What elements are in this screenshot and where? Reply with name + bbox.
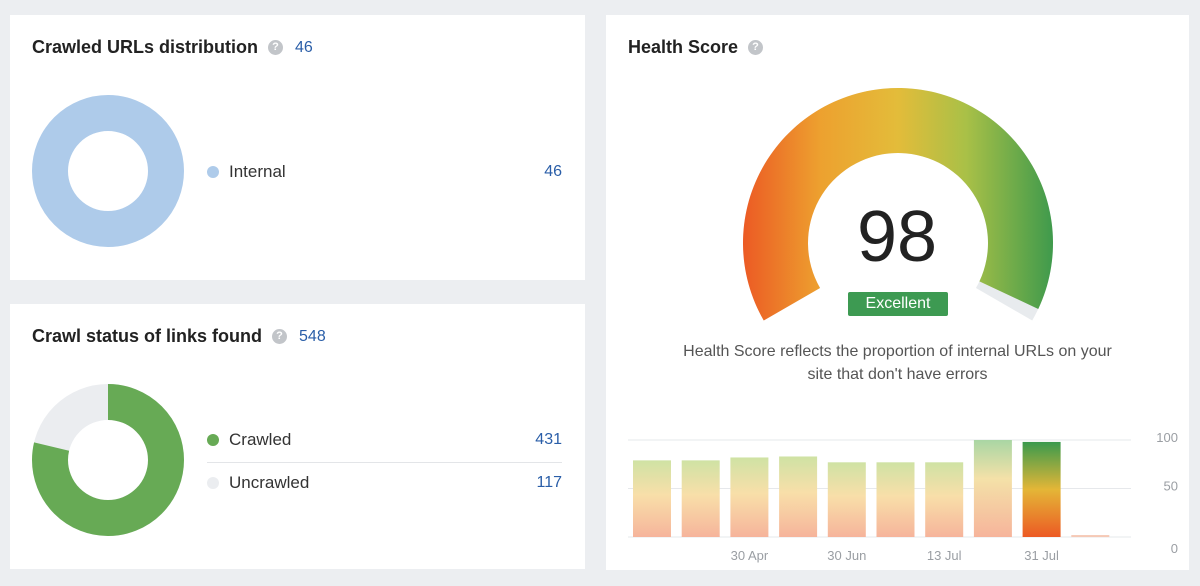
question-circle-icon[interactable]: ?: [272, 329, 288, 344]
chart-bar[interactable]: [973, 440, 1012, 537]
chart-bar[interactable]: [730, 457, 769, 537]
legend-value-uncrawled[interactable]: 117: [536, 474, 562, 491]
gauge-fill: [743, 87, 1053, 321]
chart-bar[interactable]: [1022, 441, 1061, 537]
chart-bar[interactable]: [1071, 535, 1110, 538]
crawl-status-title: Crawl status of links found: [32, 326, 263, 346]
x-tick-label: 31 Jul: [1024, 548, 1059, 563]
crawl-status-donut-chart: [32, 384, 184, 536]
crawled-urls-card: Crawled URLs distribution ? 46 Internal …: [10, 15, 585, 280]
x-tick-label: 30 Jun: [827, 548, 866, 563]
question-circle-icon[interactable]: ?: [748, 40, 764, 55]
crawled-urls-title: Crawled URLs distribution: [32, 37, 259, 57]
health-description-line-1: Health Score reflects the proportion of …: [683, 343, 1112, 360]
health-score-badge: Excellent: [848, 292, 948, 316]
legend-value-crawled[interactable]: 431: [535, 431, 562, 448]
legend-label-uncrawled: Uncrawled: [229, 473, 310, 492]
y-tick-label: 0: [1171, 541, 1178, 556]
health-score-header: Health Score ?: [628, 37, 764, 58]
legend-dot-crawled: [207, 434, 219, 446]
legend-value-internal[interactable]: 46: [544, 163, 562, 180]
x-tick-label: 30 Apr: [731, 548, 769, 563]
chart-y-axis: 100 50 0: [1156, 430, 1178, 556]
chart-bar[interactable]: [681, 460, 720, 537]
legend-row-uncrawled[interactable]: Uncrawled 117: [207, 464, 562, 502]
question-circle-icon[interactable]: ?: [268, 40, 284, 55]
crawl-status-card: Crawl status of links found ? 548 Crawle…: [10, 304, 585, 569]
legend-row-internal[interactable]: Internal 46: [207, 153, 562, 191]
chart-bars: [633, 440, 1110, 538]
chart-bar[interactable]: [876, 462, 915, 537]
crawl-status-total[interactable]: 548: [299, 327, 326, 345]
y-tick-label: 100: [1156, 430, 1178, 445]
crawled-donut-segment[interactable]: [32, 384, 184, 536]
health-score-description: Health Score reflects the proportion of …: [646, 340, 1149, 386]
chart-bar[interactable]: [633, 460, 671, 537]
health-description-line-2: site that don't have errors: [807, 366, 988, 383]
crawl-status-header: Crawl status of links found ? 548: [32, 326, 326, 347]
crawled-urls-header: Crawled URLs distribution ? 46: [32, 37, 313, 58]
x-tick-label: 13 Jul: [927, 548, 962, 563]
legend-divider: [207, 462, 562, 463]
chart-bar[interactable]: [827, 462, 866, 537]
legend-label-internal: Internal: [229, 162, 286, 181]
y-tick-label: 50: [1164, 479, 1178, 494]
chart-bar[interactable]: [925, 462, 964, 537]
legend-dot-uncrawled: [207, 477, 219, 489]
chart-bar[interactable]: [779, 456, 818, 537]
health-score-value: 98: [856, 197, 938, 277]
internal-donut-chart: [32, 95, 184, 247]
health-score-gauge: [743, 87, 1053, 321]
legend-dot-internal: [207, 166, 219, 178]
crawled-urls-total[interactable]: 46: [295, 38, 313, 56]
chart-x-axis: 30 Apr 30 Jun 13 Jul 31 Jul: [731, 548, 1059, 563]
health-score-card: Health Score ? 98 Excellent Health Score…: [606, 15, 1189, 570]
health-score-title: Health Score: [628, 37, 739, 57]
health-score-history-chart: 30 Apr 30 Jun 13 Jul 31 Jul 100 50 0: [628, 430, 1178, 563]
legend-row-crawled[interactable]: Crawled 431: [207, 421, 562, 459]
internal-donut-segment[interactable]: [32, 95, 184, 247]
legend-label-crawled: Crawled: [229, 430, 292, 449]
